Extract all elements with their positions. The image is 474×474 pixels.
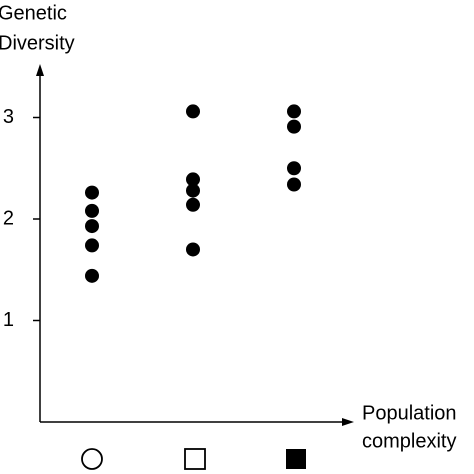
category-symbol [81,448,103,470]
y-tick-label: 2 [3,207,14,229]
dot [85,238,99,253]
dot [85,185,99,200]
y-axis-label: Genetic [0,2,67,24]
y-axis-arrow [36,64,44,76]
dot [186,183,200,198]
dot [287,161,301,176]
x-axis-label: Population [362,402,457,424]
dot [85,268,99,283]
x-axis-label: complexity [362,430,456,452]
x-axis-arrow [342,418,354,426]
dot [186,242,200,257]
dot [85,219,99,234]
dot [287,104,301,119]
y-tick-label: 1 [3,309,14,331]
dot [287,177,301,192]
category-symbol [286,449,306,469]
category-symbol [184,448,206,470]
dot [287,119,301,134]
dot [85,203,99,218]
dot [186,172,200,187]
dot [186,104,200,119]
dot [186,197,200,212]
y-axis-label: Diversity [0,32,75,54]
y-tick-label: 3 [3,106,14,128]
